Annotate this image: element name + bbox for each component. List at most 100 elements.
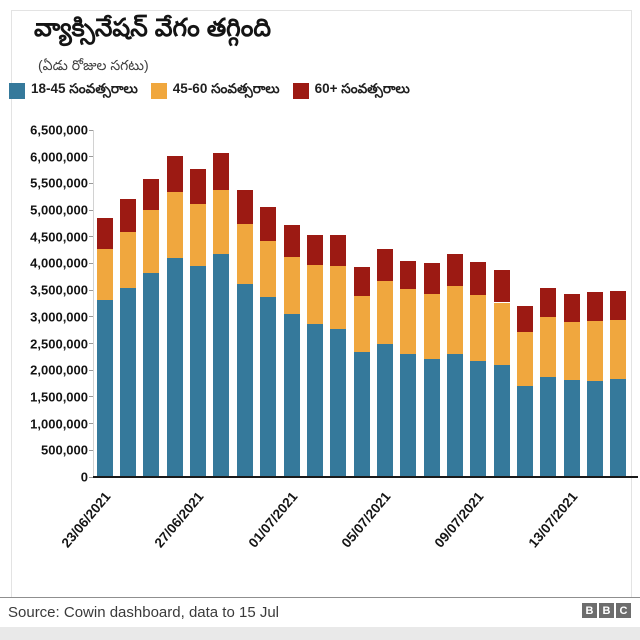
bar-segment bbox=[610, 290, 627, 320]
bar-segment bbox=[563, 321, 580, 380]
bar-segment bbox=[493, 364, 510, 476]
x-axis-tick-label: 23/06/2021 bbox=[58, 489, 114, 551]
bar-segment bbox=[236, 224, 253, 284]
bar-segment bbox=[446, 286, 463, 355]
y-axis-tick-mark bbox=[89, 289, 93, 291]
bar-segment bbox=[236, 283, 253, 476]
x-axis-tick-label: 05/07/2021 bbox=[338, 489, 394, 551]
y-axis-tick-mark bbox=[89, 156, 93, 158]
chart-legend: 18-45 సంవత్సరాలు 45-60 సంవత్సరాలు 60+ సంవత… bbox=[9, 81, 410, 100]
bar-segment bbox=[260, 207, 277, 241]
bar-segment bbox=[213, 153, 230, 190]
bar-segment bbox=[190, 204, 207, 266]
bar-segment bbox=[587, 292, 604, 321]
y-axis-tick-mark bbox=[89, 423, 93, 425]
bar-segment bbox=[120, 288, 137, 476]
bar-segment bbox=[540, 287, 557, 318]
legend-item: 60+ సంవత్సరాలు bbox=[292, 81, 410, 100]
bar-segment bbox=[306, 265, 323, 324]
y-axis-tick-label: 4,000,000 bbox=[30, 255, 88, 271]
bar-segment bbox=[283, 256, 300, 315]
legend-swatch-icon bbox=[292, 82, 309, 99]
bar-segment bbox=[470, 295, 487, 362]
bbc-logo-letter: B bbox=[599, 603, 614, 618]
card-border-right bbox=[631, 10, 632, 597]
legend-swatch-icon bbox=[150, 82, 167, 99]
x-axis-tick-label: 01/07/2021 bbox=[245, 489, 300, 551]
bar-segment bbox=[190, 168, 207, 205]
bar-segment bbox=[120, 199, 137, 233]
bar-segment bbox=[517, 386, 533, 476]
card-border-top bbox=[11, 10, 632, 11]
chart-title: వ్యాక్సినేషన్ వేగం తగ్గింది bbox=[34, 14, 272, 42]
y-axis-tick-label: 3,500,000 bbox=[30, 282, 88, 298]
bar-segment bbox=[283, 314, 300, 476]
y-axis-tick-mark bbox=[89, 236, 93, 238]
bar-segment bbox=[353, 267, 370, 297]
legend-swatch-icon bbox=[9, 82, 25, 99]
bar-segment bbox=[306, 323, 323, 476]
y-axis-line bbox=[93, 130, 94, 477]
bar-segment bbox=[587, 320, 604, 381]
bar-segment bbox=[540, 317, 557, 378]
x-axis-tick-label: 27/06/2021 bbox=[151, 489, 207, 551]
bar-segment bbox=[376, 280, 393, 345]
bar-segment bbox=[260, 240, 277, 298]
bar-segment bbox=[213, 253, 230, 476]
bar-segment bbox=[563, 379, 580, 476]
bar-segment bbox=[143, 272, 160, 476]
y-axis-tick-mark bbox=[89, 396, 93, 398]
bar-segment bbox=[330, 234, 347, 267]
bar-segment bbox=[96, 218, 113, 250]
bar-segment bbox=[166, 258, 183, 476]
y-axis-tick-mark bbox=[89, 316, 93, 318]
bbc-logo-letter: C bbox=[616, 603, 631, 618]
bar-segment bbox=[493, 302, 510, 365]
bar-segment bbox=[353, 296, 370, 353]
bar-segment bbox=[330, 266, 347, 330]
y-axis-tick-mark bbox=[89, 449, 93, 451]
y-axis-tick-mark bbox=[89, 262, 93, 264]
y-axis-tick-mark bbox=[89, 476, 93, 478]
bar-segment bbox=[143, 210, 160, 273]
bar-segment bbox=[190, 265, 207, 476]
bar-segment bbox=[330, 329, 347, 476]
y-axis-tick-label: 1,500,000 bbox=[30, 389, 88, 405]
y-axis-tick-mark bbox=[89, 209, 93, 211]
bar-segment bbox=[120, 232, 137, 289]
x-axis-tick-label: 09/07/2021 bbox=[431, 489, 487, 551]
x-axis-tick-label: 13/07/2021 bbox=[525, 489, 581, 551]
y-axis-tick-label: 1,000,000 bbox=[30, 416, 88, 432]
footer-divider bbox=[0, 597, 640, 598]
bar-segment bbox=[283, 225, 300, 257]
card-border-left bbox=[11, 10, 12, 597]
legend-label: 60+ సంవత్సరాలు bbox=[314, 81, 410, 96]
bar-segment bbox=[376, 249, 393, 281]
bar-segment bbox=[563, 293, 580, 322]
bar-segment bbox=[213, 189, 230, 254]
bar-segment bbox=[353, 352, 370, 476]
y-axis-tick-label: 5,500,000 bbox=[30, 175, 88, 191]
y-axis-tick-label: 4,500,000 bbox=[30, 229, 88, 245]
bar-segment bbox=[610, 319, 627, 379]
y-axis-tick-label: 5,000,000 bbox=[30, 202, 88, 218]
y-axis-tick-mark bbox=[89, 369, 93, 371]
y-axis-tick-label: 2,500,000 bbox=[30, 336, 88, 352]
bar-segment bbox=[446, 253, 463, 287]
bar-segment bbox=[610, 378, 627, 476]
bar-segment bbox=[493, 269, 510, 303]
legend-label: 45-60 సంవత్సరాలు bbox=[172, 81, 280, 96]
page-bottom-strip bbox=[0, 627, 640, 640]
bar-segment bbox=[376, 344, 393, 476]
legend-item: 45-60 సంవత్సరాలు bbox=[150, 81, 280, 100]
source-credit: Source: Cowin dashboard, data to 15 Jul bbox=[8, 604, 280, 621]
bbc-logo-letter: B bbox=[582, 603, 597, 618]
y-axis-tick-mark bbox=[89, 343, 93, 345]
y-axis-tick-label: 500,000 bbox=[41, 442, 88, 458]
bar-segment bbox=[470, 262, 487, 296]
bar-segment bbox=[260, 297, 277, 476]
y-axis-tick-label: 3,000,000 bbox=[30, 309, 88, 325]
bar-segment bbox=[446, 354, 463, 476]
bar-segment bbox=[400, 260, 417, 290]
